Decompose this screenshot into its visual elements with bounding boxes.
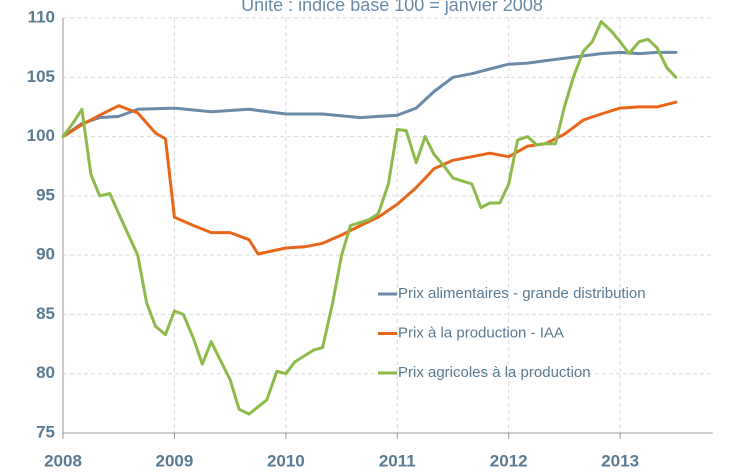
y-tick-label: 100 xyxy=(27,126,55,145)
y-tick-label: 90 xyxy=(36,245,55,264)
x-tick-label: 2011 xyxy=(379,451,416,470)
y-tick-label: 110 xyxy=(28,7,55,26)
x-tick-label: 2012 xyxy=(490,451,528,470)
x-tick-label: 2013 xyxy=(601,451,639,470)
line-series xyxy=(61,100,678,256)
x-tick-label: 2010 xyxy=(267,451,305,470)
y-tick-label: 80 xyxy=(36,363,55,382)
x-tick-label: 2008 xyxy=(44,451,82,470)
legend-label: Prix agricoles à la production xyxy=(398,364,591,381)
chart-title: Unité : indice base 100 = janvier 2008 xyxy=(241,0,543,15)
line-series xyxy=(61,50,678,139)
legend-label: Prix à la production - IAA xyxy=(398,324,564,341)
y-tick-label: 95 xyxy=(36,185,55,204)
y-tick-label: 105 xyxy=(27,67,55,86)
legend-label: Prix alimentaires - grande distribution xyxy=(398,285,646,302)
line-series xyxy=(61,20,678,416)
x-tick-label: 2009 xyxy=(156,451,194,470)
y-tick-label: 75 xyxy=(36,422,55,441)
y-tick-label: 85 xyxy=(36,304,55,323)
